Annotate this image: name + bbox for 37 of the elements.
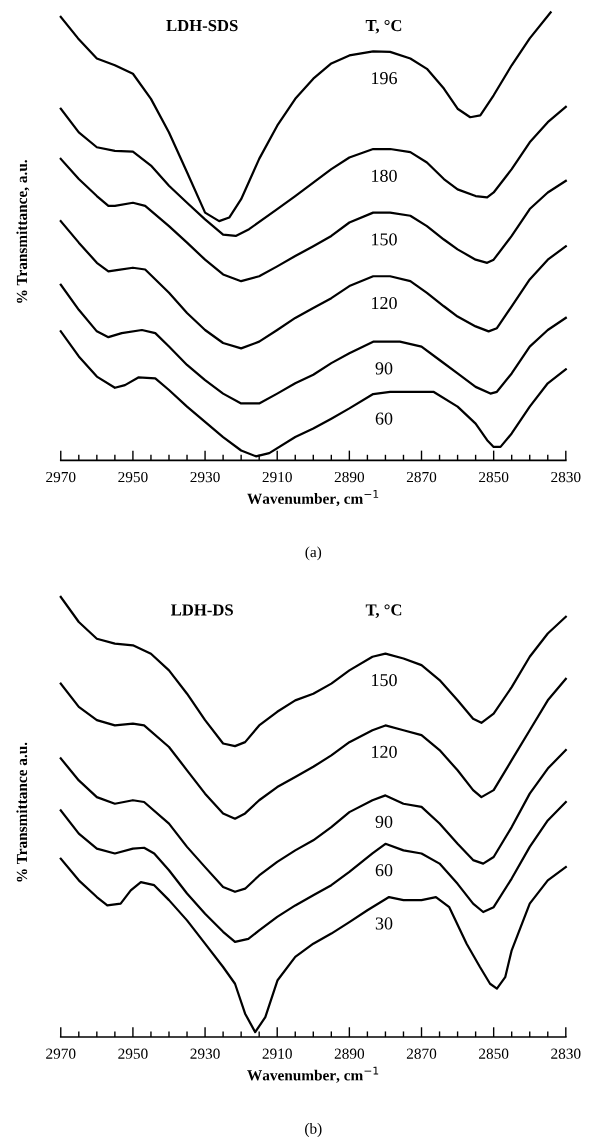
x-tick-label: 2850 <box>479 1048 509 1059</box>
y-axis-title: % Transmittance, a.u. <box>16 160 30 303</box>
x-tick-label: 2950 <box>118 471 148 483</box>
annotation: LDH-SDS <box>166 19 238 32</box>
series-label: 150 <box>372 233 397 246</box>
y-axis-title: % Transmittance a.u. <box>16 742 28 882</box>
series-label: 60 <box>375 412 393 425</box>
annotation: LDH-DS <box>170 604 233 616</box>
x-tick-label: 2830 <box>551 471 581 483</box>
series-label: 90 <box>375 362 393 375</box>
x-tick-label: 2970 <box>46 1048 76 1059</box>
x-tick-label: 2870 <box>406 1048 437 1059</box>
annotation: T, °C <box>365 19 402 34</box>
x-tick-label: 2830 <box>551 1048 581 1059</box>
x-tick-label: 2930 <box>190 1048 220 1059</box>
text: (a) <box>305 546 322 561</box>
series-label: 120 <box>372 745 397 758</box>
series-label: 120 <box>372 296 397 310</box>
x-tick-label: 2970 <box>46 471 76 483</box>
x-tick-label: 2850 <box>479 471 509 483</box>
annotation: T, °C <box>365 604 402 618</box>
x-tick-label: 2890 <box>334 471 365 483</box>
x-tick-label: 2950 <box>118 1048 148 1059</box>
x-tick-label: 2910 <box>262 1048 292 1059</box>
x-tick-label: 2890 <box>334 1048 365 1059</box>
series-label: 180 <box>372 169 397 182</box>
series-label: 196 <box>372 72 397 85</box>
x-axis-title: Wavenumber, cm$^{−1}$ <box>247 1066 379 1083</box>
series-label: 30 <box>375 917 393 930</box>
x-tick-label: 2870 <box>406 471 437 483</box>
x-tick-label: 2910 <box>262 471 292 483</box>
series-label: 60 <box>375 864 393 877</box>
series-label: 90 <box>375 815 393 828</box>
text: (b) <box>305 1123 322 1137</box>
series-label: 150 <box>372 674 397 687</box>
x-axis-title: Wavenumber, cm$^{−1}$ <box>247 490 379 507</box>
x-tick-label: 2930 <box>190 471 220 483</box>
